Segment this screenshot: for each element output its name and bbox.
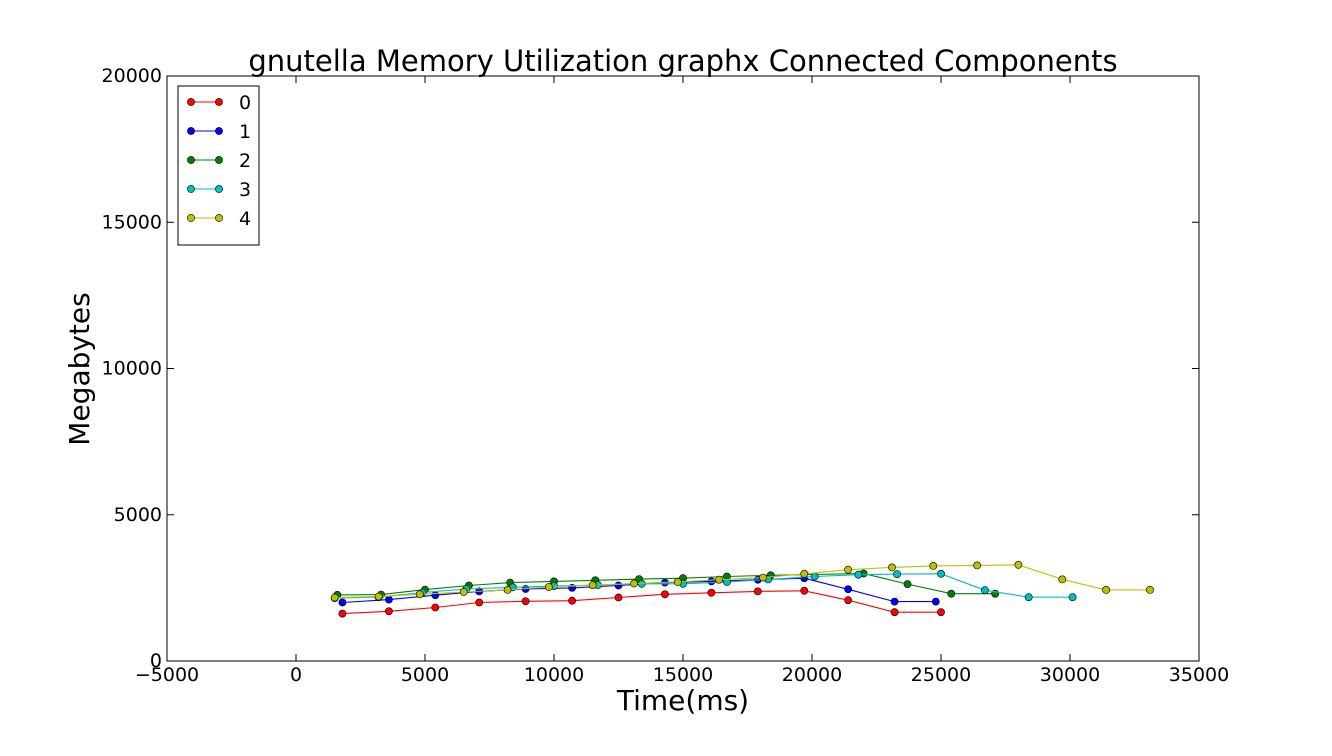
legend-marker [187, 156, 195, 164]
x-tick-label: 10000 [524, 664, 584, 686]
series-line-3 [334, 573, 1073, 599]
data-point [937, 608, 945, 617]
data-point [521, 597, 530, 606]
x-tick-label: 30000 [1040, 664, 1100, 686]
data-point [661, 590, 669, 599]
y-tick-label: 5000 [114, 504, 162, 526]
data-point [1014, 560, 1023, 569]
data-point [475, 598, 484, 607]
legend-label: 0 [239, 92, 251, 114]
chart-title: gnutella Memory Utilization graphx Conne… [248, 44, 1117, 78]
legend-label: 4 [239, 208, 251, 230]
data-point [715, 575, 723, 584]
data-point [1024, 593, 1033, 602]
legend-marker [215, 98, 223, 106]
data-point [673, 578, 682, 586]
data-point [384, 607, 393, 616]
data-point [431, 591, 440, 600]
legend-item: 0 [187, 92, 251, 114]
series-0 [338, 586, 945, 618]
data-point [1102, 586, 1110, 594]
legend-label: 1 [239, 121, 251, 143]
data-point [800, 586, 809, 595]
data-point [415, 590, 424, 599]
y-tick-label: 15000 [102, 211, 162, 233]
data-point [854, 570, 863, 579]
data-point [931, 597, 940, 606]
data-point [614, 593, 623, 602]
data-point [459, 588, 468, 596]
legend-marker [187, 214, 195, 222]
data-point [844, 596, 852, 605]
data-point [707, 588, 716, 597]
legend-label: 2 [239, 150, 251, 172]
data-point [759, 573, 767, 582]
legend-label: 3 [239, 179, 251, 201]
legend: 0 1 2 3 4 [177, 85, 260, 246]
x-tick-label: 20000 [782, 664, 842, 686]
data-point [810, 572, 819, 581]
data-point [707, 577, 716, 586]
series-layer [330, 560, 1154, 618]
legend-item: 2 [187, 150, 251, 172]
y-tick-label: 20000 [102, 65, 162, 87]
data-point [937, 569, 945, 578]
data-point [568, 596, 576, 605]
data-point [890, 608, 899, 617]
y-axis-label: Megabytes [63, 292, 96, 445]
data-point [630, 579, 638, 588]
data-point [753, 587, 762, 596]
x-axis-label: Time(ms) [616, 684, 749, 717]
x-tick-label: −5000 [135, 664, 199, 686]
data-point [544, 583, 553, 591]
data-point [890, 597, 899, 606]
legend-marker [187, 98, 195, 106]
legend-item: 3 [187, 179, 251, 201]
series-line-0 [342, 590, 941, 615]
data-point [800, 569, 809, 578]
legend-marker [215, 156, 223, 164]
legend-marker [187, 185, 195, 193]
data-point [588, 581, 597, 590]
data-point [888, 563, 896, 572]
data-point [844, 565, 852, 574]
legend-item: 4 [187, 208, 251, 230]
data-point [338, 609, 347, 618]
data-point [1146, 586, 1154, 594]
legend-marker [215, 127, 223, 135]
data-point [614, 581, 623, 590]
data-point [330, 593, 339, 602]
legend-item: 1 [187, 121, 251, 143]
data-point [947, 589, 956, 598]
data-point [374, 592, 383, 601]
x-tick-label: 25000 [911, 664, 971, 686]
data-point [1058, 575, 1067, 584]
data-point [431, 603, 440, 612]
data-point [338, 598, 347, 607]
series-4 [330, 560, 1154, 602]
data-point [973, 561, 981, 570]
data-point [903, 580, 912, 588]
x-tick-label: 0 [290, 664, 302, 686]
legend-marker [215, 185, 223, 193]
data-point [844, 585, 852, 594]
data-point [893, 570, 901, 578]
data-point [981, 586, 989, 595]
x-tick-label: 35000 [1169, 664, 1229, 686]
x-tick-label: 15000 [653, 664, 713, 686]
data-point [929, 562, 938, 570]
legend-marker [215, 214, 223, 222]
legend-marker [187, 127, 195, 135]
y-tick-label: 0 [150, 650, 162, 672]
ticks-layer: −5000 0 5000 10000 15000 20000 25000 30000 35000… [102, 65, 1230, 686]
data-point [723, 578, 731, 586]
series-line-4 [334, 564, 1150, 599]
y-tick-label: 10000 [102, 358, 162, 380]
x-tick-label: 5000 [401, 664, 449, 686]
data-point [1068, 593, 1077, 602]
data-point [384, 595, 393, 604]
data-point [503, 586, 512, 594]
